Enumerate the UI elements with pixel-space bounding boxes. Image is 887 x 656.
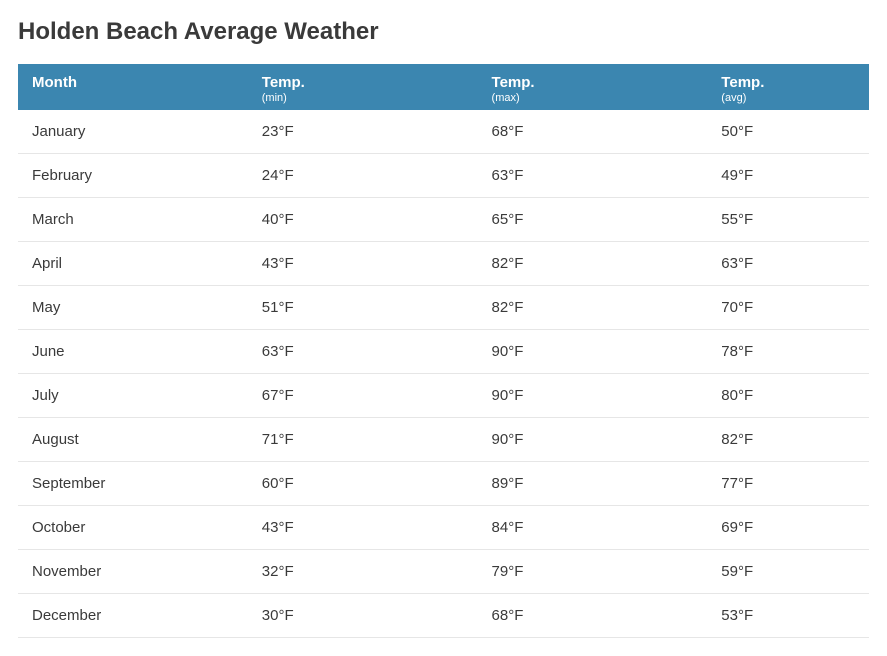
- col-header-month: Month: [18, 64, 248, 110]
- page-title: Holden Beach Average Weather: [18, 18, 869, 46]
- cell-temp-min: 30°F: [248, 594, 478, 638]
- table-row: February24°F63°F49°F: [18, 154, 869, 198]
- col-header-label: Temp.: [492, 74, 535, 91]
- col-header-temp-min: Temp. (min): [248, 64, 478, 110]
- cell-temp-max: 84°F: [478, 506, 708, 550]
- table-body: January23°F68°F50°FFebruary24°F63°F49°FM…: [18, 110, 869, 638]
- table-row: April43°F82°F63°F: [18, 242, 869, 286]
- cell-month: August: [18, 418, 248, 462]
- table-row: September60°F89°F77°F: [18, 462, 869, 506]
- cell-temp-avg: 77°F: [707, 462, 869, 506]
- cell-temp-avg: 50°F: [707, 110, 869, 154]
- cell-month: January: [18, 110, 248, 154]
- cell-temp-max: 90°F: [478, 418, 708, 462]
- table-row: August71°F90°F82°F: [18, 418, 869, 462]
- table-row: November32°F79°F59°F: [18, 550, 869, 594]
- cell-temp-max: 68°F: [478, 594, 708, 638]
- col-header-sub: (max): [492, 92, 694, 104]
- cell-month: December: [18, 594, 248, 638]
- cell-temp-min: 67°F: [248, 374, 478, 418]
- cell-month: February: [18, 154, 248, 198]
- cell-month: September: [18, 462, 248, 506]
- cell-temp-max: 79°F: [478, 550, 708, 594]
- cell-month: March: [18, 198, 248, 242]
- table-row: June63°F90°F78°F: [18, 330, 869, 374]
- cell-temp-min: 24°F: [248, 154, 478, 198]
- table-row: July67°F90°F80°F: [18, 374, 869, 418]
- cell-month: July: [18, 374, 248, 418]
- cell-temp-min: 60°F: [248, 462, 478, 506]
- col-header-sub: (avg): [721, 92, 855, 104]
- cell-temp-max: 89°F: [478, 462, 708, 506]
- col-header-temp-avg: Temp. (avg): [707, 64, 869, 110]
- table-row: October43°F84°F69°F: [18, 506, 869, 550]
- cell-temp-max: 90°F: [478, 330, 708, 374]
- cell-temp-min: 63°F: [248, 330, 478, 374]
- cell-temp-min: 43°F: [248, 242, 478, 286]
- table-header-row: Month Temp. (min) Temp. (max) Temp. (avg…: [18, 64, 869, 110]
- cell-temp-min: 32°F: [248, 550, 478, 594]
- cell-temp-avg: 53°F: [707, 594, 869, 638]
- cell-temp-max: 63°F: [478, 154, 708, 198]
- cell-temp-max: 82°F: [478, 242, 708, 286]
- cell-temp-avg: 78°F: [707, 330, 869, 374]
- cell-temp-avg: 69°F: [707, 506, 869, 550]
- cell-temp-min: 23°F: [248, 110, 478, 154]
- cell-temp-min: 71°F: [248, 418, 478, 462]
- cell-month: October: [18, 506, 248, 550]
- cell-temp-avg: 82°F: [707, 418, 869, 462]
- cell-temp-avg: 59°F: [707, 550, 869, 594]
- cell-temp-max: 68°F: [478, 110, 708, 154]
- cell-temp-max: 90°F: [478, 374, 708, 418]
- col-header-temp-max: Temp. (max): [478, 64, 708, 110]
- cell-temp-avg: 63°F: [707, 242, 869, 286]
- col-header-label: Temp.: [721, 74, 764, 91]
- col-header-label: Temp.: [262, 74, 305, 91]
- cell-month: May: [18, 286, 248, 330]
- cell-temp-avg: 80°F: [707, 374, 869, 418]
- weather-table: Month Temp. (min) Temp. (max) Temp. (avg…: [18, 64, 869, 638]
- table-row: May51°F82°F70°F: [18, 286, 869, 330]
- table-row: March40°F65°F55°F: [18, 198, 869, 242]
- col-header-label: Month: [32, 74, 77, 91]
- cell-temp-min: 51°F: [248, 286, 478, 330]
- cell-temp-min: 43°F: [248, 506, 478, 550]
- cell-temp-avg: 49°F: [707, 154, 869, 198]
- table-row: January23°F68°F50°F: [18, 110, 869, 154]
- cell-temp-avg: 70°F: [707, 286, 869, 330]
- cell-month: November: [18, 550, 248, 594]
- table-row: December30°F68°F53°F: [18, 594, 869, 638]
- cell-month: June: [18, 330, 248, 374]
- cell-month: April: [18, 242, 248, 286]
- cell-temp-avg: 55°F: [707, 198, 869, 242]
- cell-temp-min: 40°F: [248, 198, 478, 242]
- cell-temp-max: 82°F: [478, 286, 708, 330]
- col-header-sub: (min): [262, 92, 464, 104]
- cell-temp-max: 65°F: [478, 198, 708, 242]
